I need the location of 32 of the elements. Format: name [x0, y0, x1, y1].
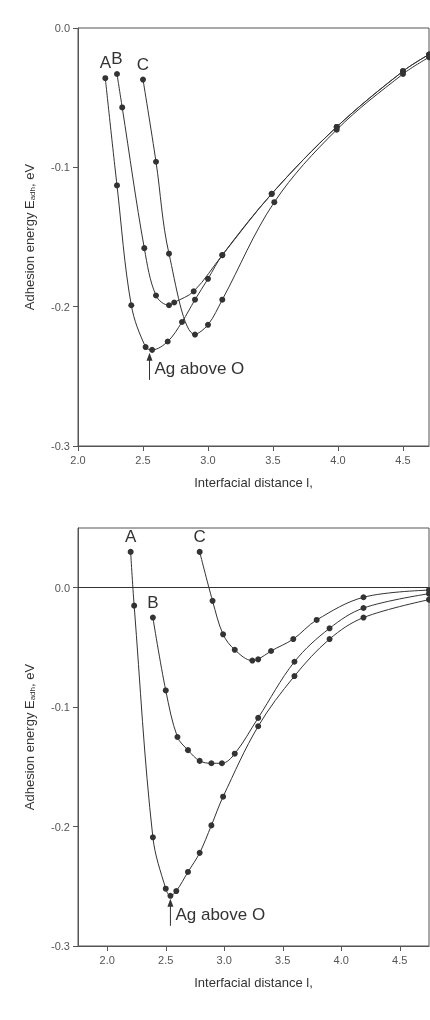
y-tick-label: -0.2	[51, 820, 70, 833]
x-axis-title: Interfacial distance l,	[194, 475, 313, 490]
x-axis-title: Interfacial distance l,	[194, 975, 313, 990]
y-tick-label: -0.3	[51, 940, 70, 952]
series-label: B	[147, 592, 159, 612]
x-tick-label: 2.0	[99, 953, 115, 966]
x-tick-label: 2.5	[158, 953, 174, 966]
y-tick-label: 0.0	[54, 22, 70, 34]
x-tick-label: 4.0	[333, 953, 349, 966]
x-tick-label: 3.5	[265, 453, 281, 466]
x-tick-label: 3.0	[216, 953, 232, 966]
x-tick-label: 3.0	[200, 453, 216, 466]
y-axis-title: Adhesion energy Eadh, eV	[21, 163, 37, 311]
y-tick-label: -0.1	[51, 161, 70, 174]
y-axis-title: Adhesion energy Eadh, eV	[21, 663, 37, 811]
series-label: C	[136, 54, 150, 74]
y-tick-label: -0.3	[51, 440, 70, 452]
series-label: A	[99, 53, 112, 73]
y-tick-label: -0.2	[51, 300, 70, 313]
x-tick-label: 4.5	[392, 953, 408, 966]
x-tick-label: 2.5	[135, 453, 151, 466]
series-label: A	[124, 526, 137, 546]
series-label: B	[111, 48, 123, 68]
x-tick-label: 2.0	[70, 453, 86, 466]
annotation: Ag above O	[154, 358, 245, 378]
x-tick-label: 3.5	[275, 953, 291, 966]
y-tick-label: 0.0	[54, 581, 70, 594]
y-tick-label: -0.1	[51, 701, 70, 714]
x-tick-label: 4.5	[395, 453, 411, 466]
x-tick-label: 4.0	[330, 453, 346, 466]
series-label: C	[193, 526, 206, 546]
annotation: Ag above O	[175, 904, 266, 924]
